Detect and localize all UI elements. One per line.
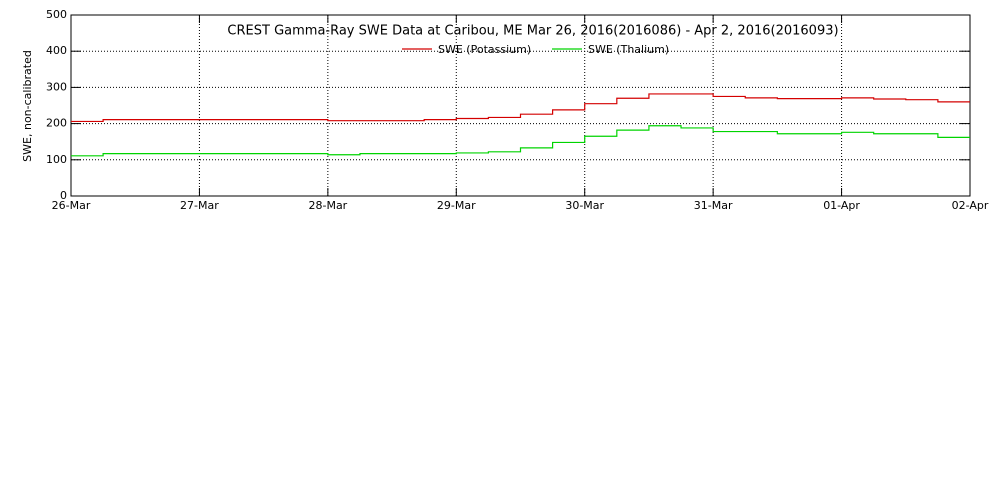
legend-label: SWE (Potassium): [438, 43, 531, 56]
x-tick-label: 01-Apr: [823, 199, 860, 212]
chart-title: CREST Gamma-Ray SWE Data at Caribou, ME …: [227, 24, 838, 39]
y-tick-label: 0: [60, 189, 67, 202]
series-line: [71, 93, 970, 123]
x-tick-label: 30-Mar: [565, 199, 604, 212]
x-tick-label: 31-Mar: [694, 199, 733, 212]
y-tick-label: 500: [46, 8, 67, 21]
x-tick-label: 26-Mar: [52, 199, 91, 212]
x-tick-label: 27-Mar: [180, 199, 219, 212]
x-tick-label: 02-Apr: [952, 199, 989, 212]
x-tick-label: 28-Mar: [308, 199, 347, 212]
y-axis-label: SWE, non-calibrated: [21, 50, 34, 162]
y-tick-label: 100: [46, 153, 67, 166]
series-line: [71, 125, 970, 157]
y-tick-label: 300: [46, 80, 67, 93]
y-tick-label: 200: [46, 117, 67, 130]
y-tick-label: 400: [46, 44, 67, 57]
legend-label: SWE (Thalium): [588, 43, 669, 56]
plot-frame: [70, 14, 971, 197]
x-tick-label: 29-Mar: [437, 199, 476, 212]
